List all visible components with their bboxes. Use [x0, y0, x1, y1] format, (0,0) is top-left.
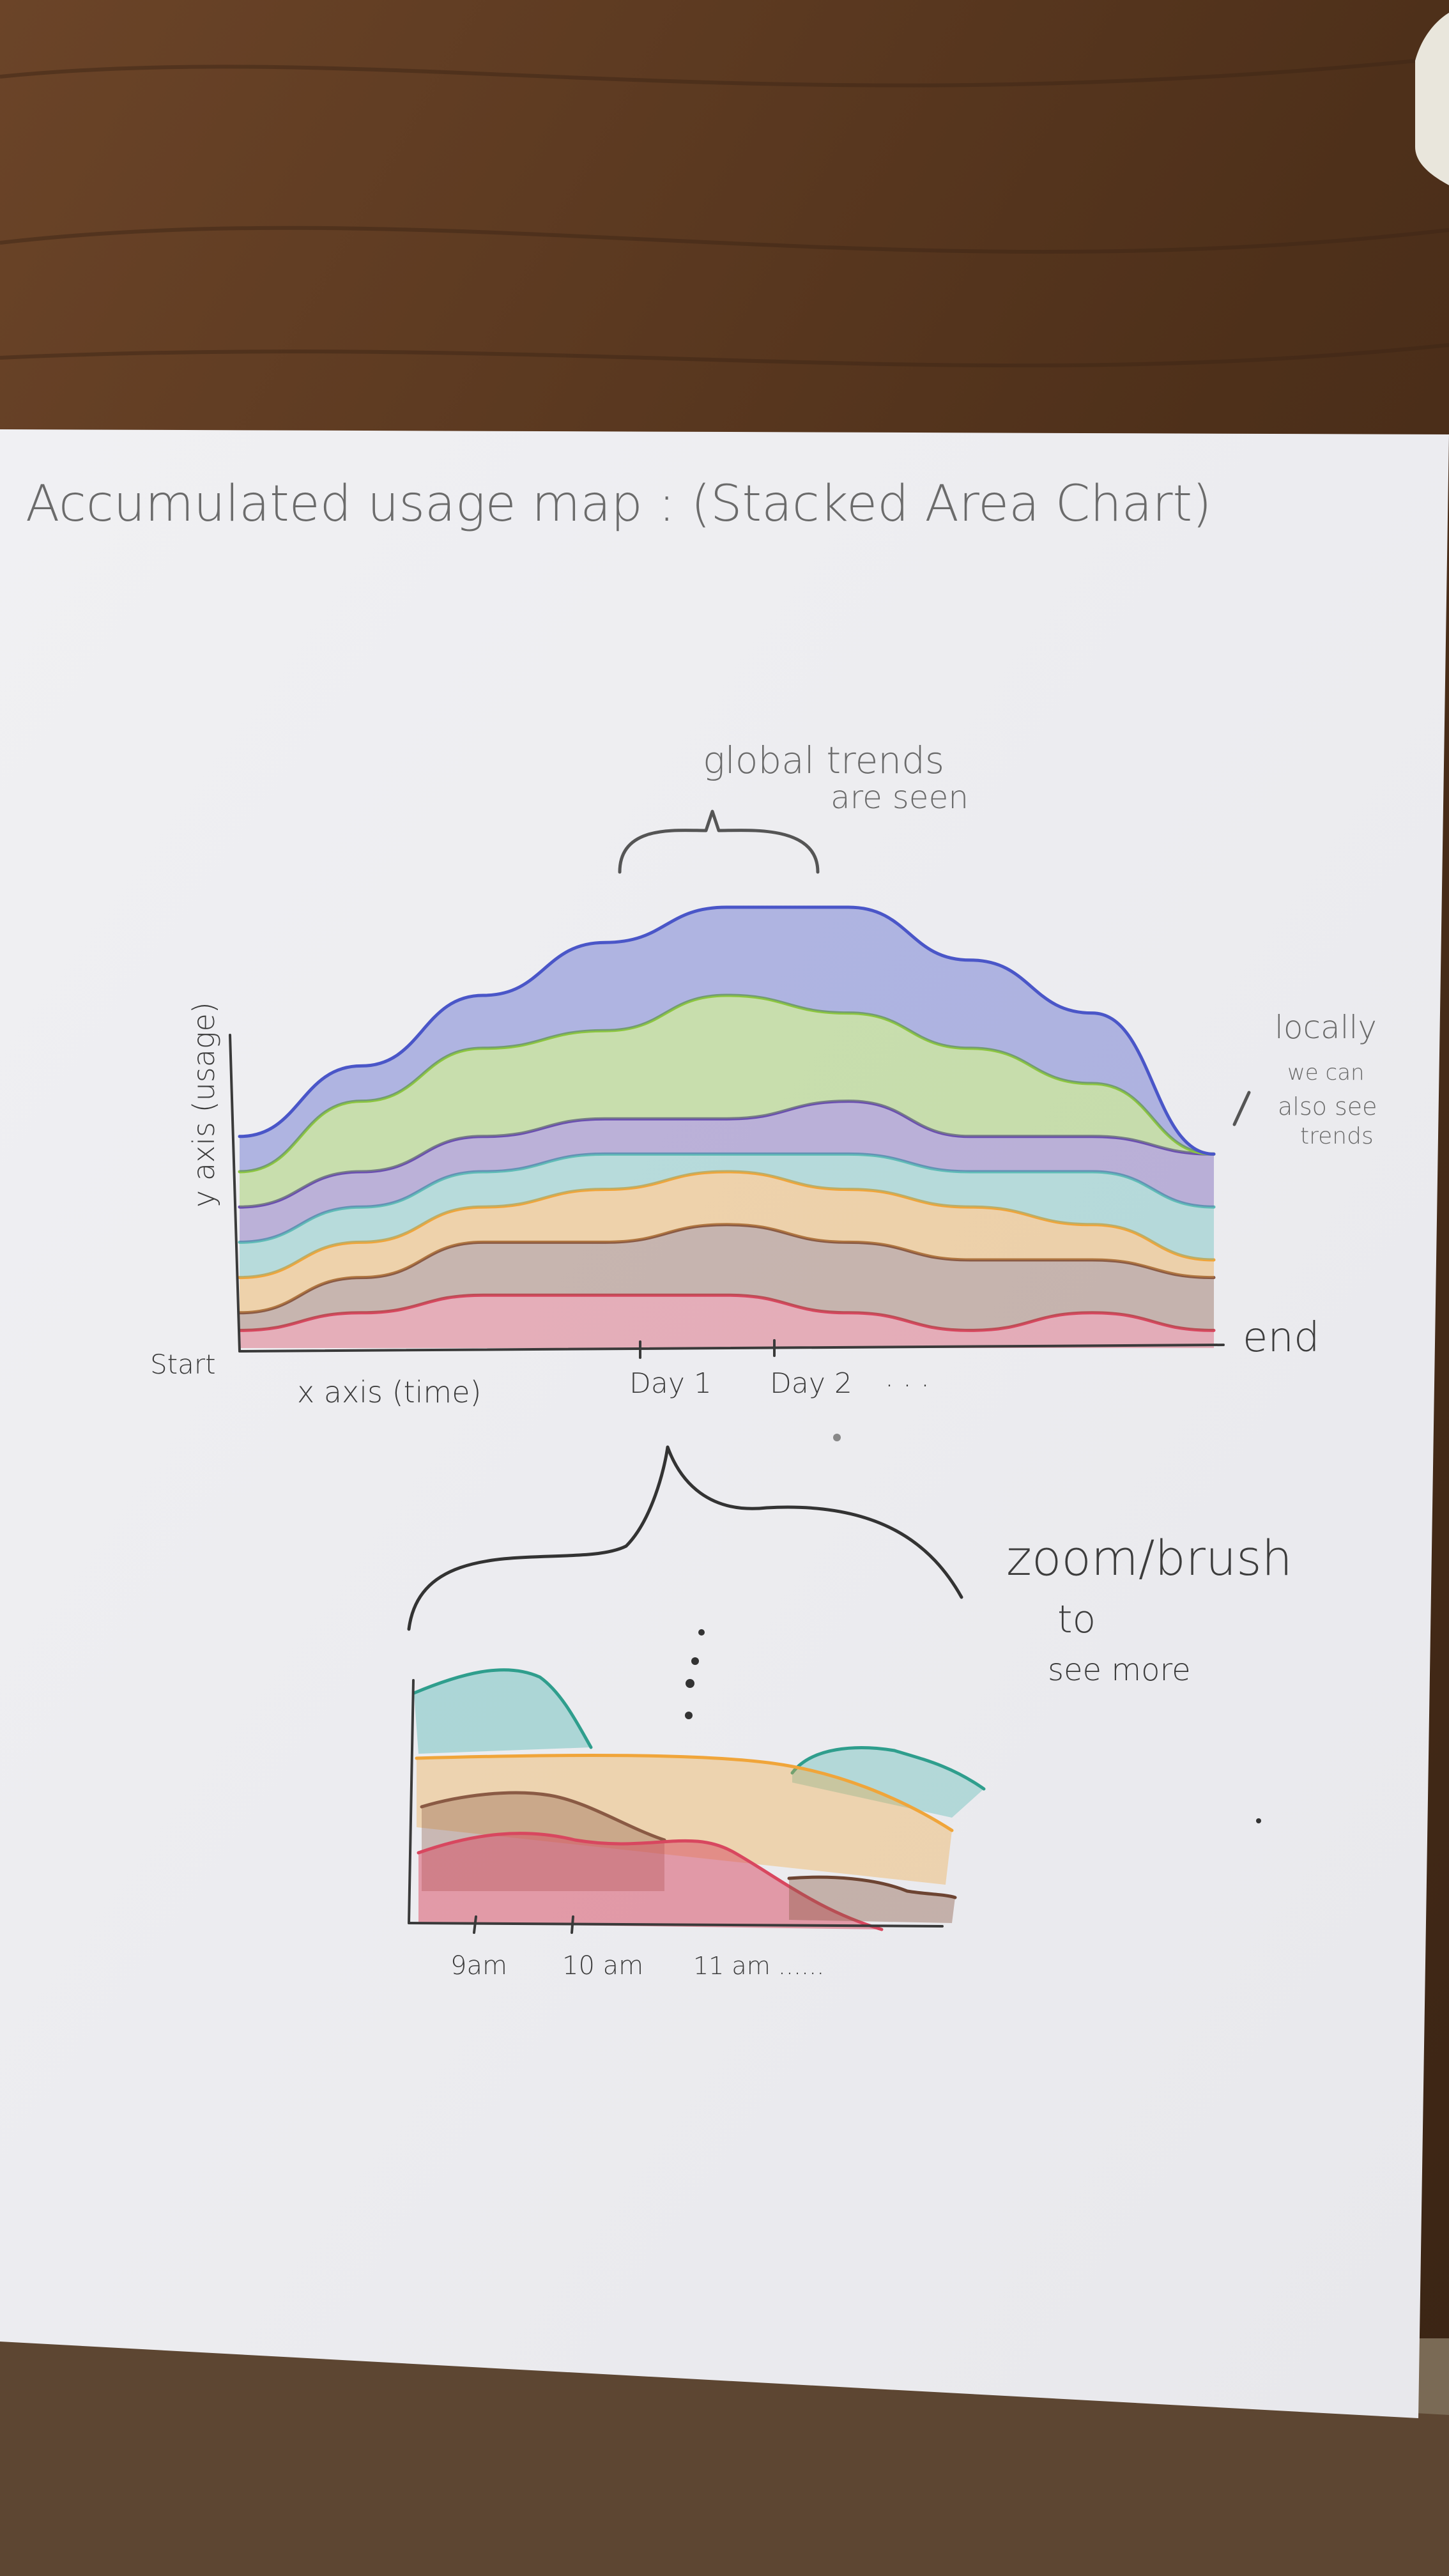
series-line-purple [238, 1100, 1216, 1209]
global-trends-note-line1: global trends [703, 739, 944, 782]
zoom-brace [407, 1445, 963, 1631]
table-edge [0, 2332, 1449, 2576]
zoom-orange-area [417, 1755, 952, 1885]
y-axis [229, 1034, 241, 1353]
pencil-dot [1256, 1818, 1261, 1823]
zoom-note-line1: zoom/brush [1006, 1529, 1292, 1586]
paper-sheet [0, 429, 1449, 2418]
paper-fragment [1415, 13, 1449, 185]
x-axis [238, 1344, 1225, 1353]
zoom-brown-line [420, 1791, 666, 1842]
tick-label: Day 1 [629, 1367, 712, 1400]
main-x-ticks: Day 1 Day 2 . . . [629, 1339, 930, 1400]
local-trends-note-line4: trends [1300, 1123, 1374, 1149]
local-trends-note-line3: also see [1278, 1092, 1377, 1121]
end-label: end [1243, 1314, 1320, 1361]
local-trends-pointer [1232, 1091, 1251, 1126]
tick-label: Day 2 [770, 1367, 852, 1400]
zoom-red-line [417, 1832, 884, 1931]
sketch-title: Accumulated usage map : (Stacked Area Ch… [26, 475, 1212, 533]
zoom-note-line3: see more [1048, 1652, 1191, 1688]
tick-label: . . . [885, 1361, 930, 1393]
zoom-tick-label: 10 am [562, 1951, 643, 1981]
zoom-note-line2: to [1057, 1597, 1096, 1642]
zoom-teal-left-outline [412, 1668, 593, 1749]
pencil-dot [833, 1434, 841, 1441]
area-red [240, 1295, 1214, 1348]
y-axis-label: y axis (usage) [187, 1002, 221, 1208]
zoom-chart: 9am 10 am 11 am ...... [408, 1668, 986, 1981]
zoom-brown-right-area [789, 1877, 955, 1923]
series-line-teal [238, 1152, 1216, 1244]
stacked-area-chart [238, 905, 1216, 1348]
series-line-orange [238, 1170, 1216, 1280]
ellipsis-dots [685, 1629, 705, 1719]
area-blue [240, 907, 1214, 1172]
zoom-tick-label: 11 am ...... [693, 1952, 824, 1980]
zoom-tick-mark [571, 1915, 574, 1934]
start-label: Start [150, 1349, 216, 1380]
zoom-tick-mark [473, 1915, 477, 1934]
series-line-brown [238, 1223, 1216, 1315]
zoom-x-axis [408, 1922, 944, 1928]
zoom-brown-right-line [787, 1875, 957, 1899]
wood-grain [0, 56, 1449, 368]
series-line-blue [238, 905, 1216, 1156]
local-trends-note-line1: locally [1275, 1009, 1377, 1046]
series-line-red [238, 1293, 1216, 1332]
zoom-tick-label: 9am [450, 1951, 507, 1981]
global-trends-brace [618, 809, 820, 874]
local-trends-note-line2: we can [1287, 1060, 1365, 1085]
x-axis-label: x axis (time) [297, 1375, 481, 1409]
series-line-green [238, 993, 1216, 1174]
area-brown [240, 1224, 1214, 1331]
zoom-y-axis [408, 1679, 415, 1924]
global-trends-note-line2: are seen [831, 779, 969, 816]
area-teal [240, 1154, 1214, 1278]
zoom-orange-line [415, 1753, 954, 1832]
zoom-teal-left [414, 1669, 591, 1754]
zoom-red-area [418, 1833, 882, 1929]
zoom-teal-right-outline [790, 1746, 986, 1791]
